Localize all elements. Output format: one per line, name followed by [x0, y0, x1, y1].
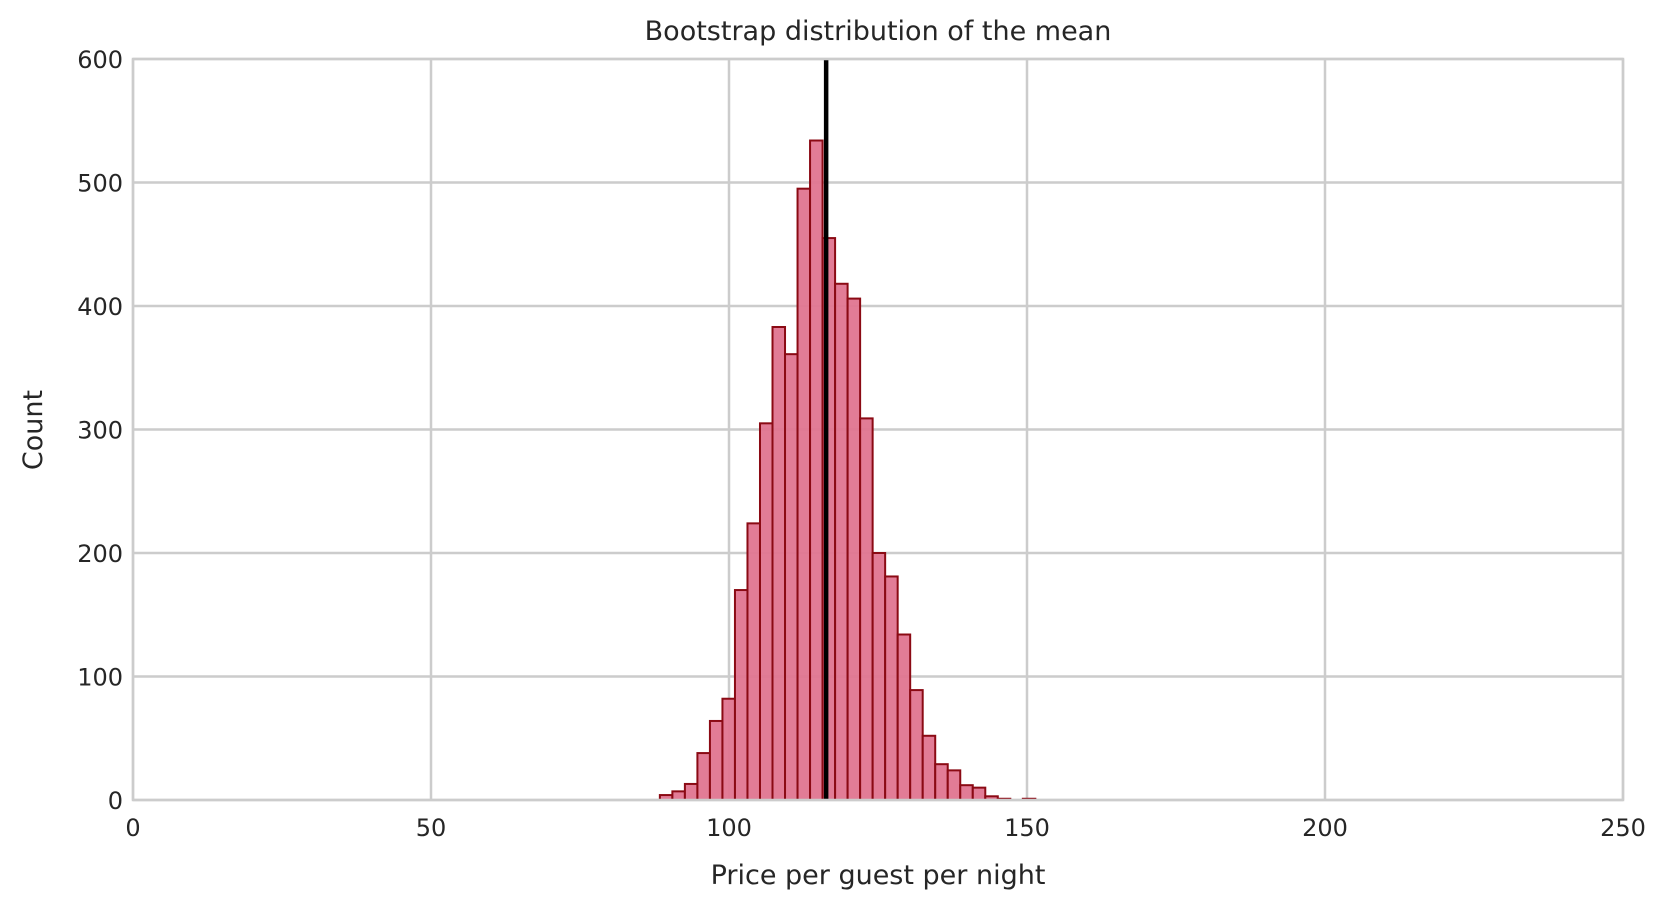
x-tick-label: 150 [1004, 814, 1050, 842]
histogram-bar [971, 786, 987, 802]
histogram-bar [896, 633, 912, 802]
histogram-bar [796, 187, 812, 802]
histogram-bar [909, 689, 924, 802]
histogram-bar [921, 734, 937, 802]
histogram-bar [784, 353, 799, 801]
y-tick-label: 600 [77, 46, 123, 74]
x-tick-label: 100 [706, 814, 752, 842]
histogram-bar [809, 139, 824, 801]
histogram-bars [658, 139, 1037, 802]
x-tick-labels: 0 50 100 150 200 250 [125, 814, 1646, 842]
histogram-bar [934, 763, 949, 801]
histogram-bar [696, 752, 711, 802]
histogram-bar [871, 552, 887, 801]
y-tick-label: 100 [77, 664, 123, 692]
histogram-bar [884, 575, 899, 802]
y-tick-labels: 0 100 200 300 400 500 600 [77, 46, 123, 815]
histogram-bar [771, 325, 787, 801]
histogram-bar [733, 589, 749, 801]
x-tick-label: 0 [125, 814, 140, 842]
x-tick-label: 50 [416, 814, 447, 842]
x-axis-label: Price per guest per night [711, 860, 1046, 891]
y-axis-label: Count [18, 390, 49, 470]
x-tick-label: 250 [1600, 814, 1646, 842]
y-tick-label: 400 [77, 293, 123, 321]
histogram-bar [946, 769, 962, 801]
histogram-bar [859, 417, 874, 801]
histogram-bar [746, 522, 761, 801]
histogram-bar [708, 719, 724, 802]
histogram-bar [721, 697, 736, 801]
x-tick-label: 200 [1302, 814, 1348, 842]
y-tick-label: 200 [77, 540, 123, 568]
plot-frame [131, 57, 1625, 802]
y-tick-label: 500 [77, 170, 123, 198]
histogram-bar [959, 784, 974, 801]
y-tick-label: 300 [77, 417, 123, 445]
histogram-bar [846, 297, 862, 801]
histogram-bar [683, 782, 699, 802]
histogram-bar [758, 422, 774, 801]
chart-title: Bootstrap distribution of the mean [645, 16, 1112, 47]
histogram-bar [834, 282, 849, 801]
histogram-bar [671, 790, 686, 801]
y-tick-label: 0 [108, 787, 123, 815]
